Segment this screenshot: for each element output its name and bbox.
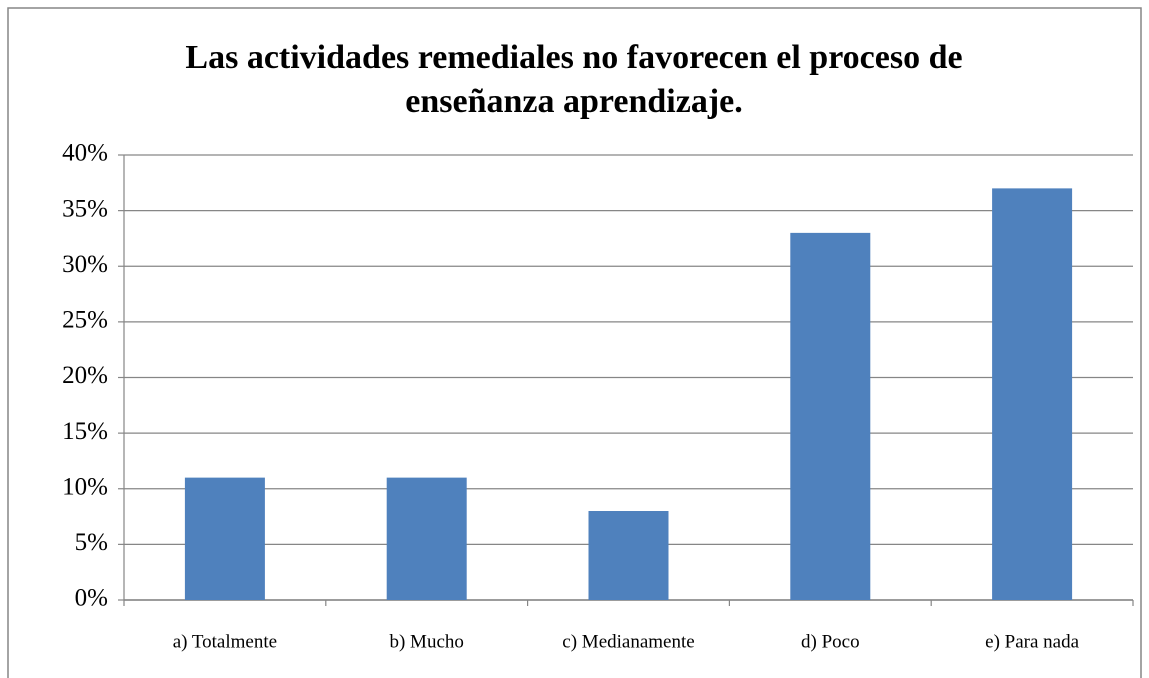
x-tick-label: b) Mucho	[389, 631, 463, 652]
bar	[588, 511, 669, 600]
y-tick-label: 15%	[62, 418, 108, 445]
bar	[992, 188, 1073, 600]
y-tick-label: 40%	[62, 140, 108, 167]
y-tick-label: 5%	[75, 529, 108, 556]
x-tick-label: a) Totalmente	[173, 631, 277, 652]
y-tick-label: 25%	[62, 307, 108, 334]
bar	[790, 232, 871, 600]
bar	[386, 477, 467, 600]
y-tick-label: 30%	[62, 251, 108, 278]
chart-title: Las actividades remediales no favorecen …	[185, 39, 963, 120]
bar	[184, 477, 265, 600]
y-tick-label: 10%	[62, 473, 108, 500]
y-tick-label: 20%	[62, 362, 108, 389]
x-tick-label: e) Para nada	[985, 631, 1079, 652]
x-tick-label: c) Medianamente	[562, 631, 694, 652]
x-tick-label: d) Poco	[801, 631, 860, 652]
y-tick-label: 35%	[62, 195, 108, 222]
y-tick-label: 0%	[75, 585, 108, 612]
